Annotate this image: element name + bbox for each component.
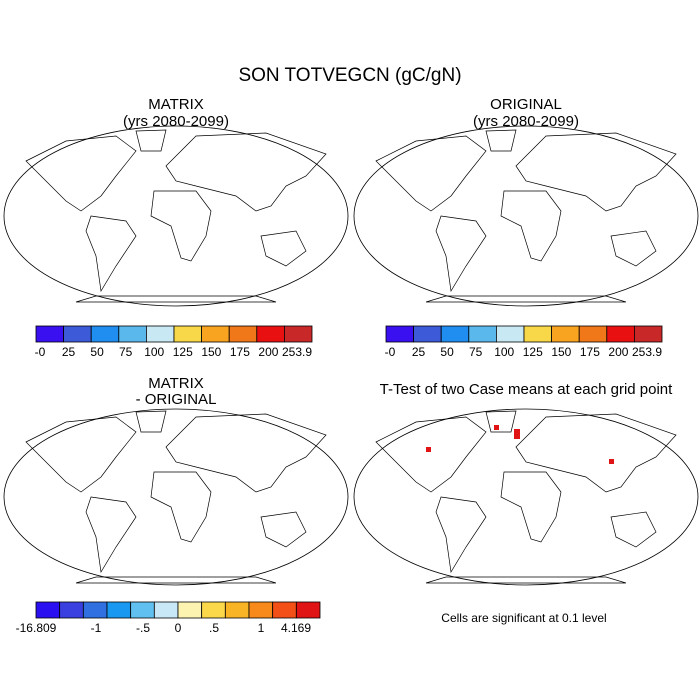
map (351, 121, 700, 311)
colorbar-box (468, 325, 497, 343)
colorbar-label: 25 (412, 345, 426, 359)
colorbar-label: 125 (173, 345, 193, 359)
colorbar-label: -16.809 (16, 621, 57, 635)
colorbar-box (63, 325, 92, 343)
colorbar-label: 125 (523, 345, 543, 359)
colorbar-box (224, 601, 250, 619)
colorbar-label: -0 (385, 345, 396, 359)
panel-title: (yrs 2080-2099) (473, 113, 579, 130)
colorbar-label: 25 (62, 345, 76, 359)
colorbar-label: 0 (175, 621, 182, 635)
panel-title: ORIGINAL (490, 96, 562, 113)
figure-title: SON TOTVEGCN (gC/gN) (238, 65, 461, 86)
colorbar-label: 50 (440, 345, 454, 359)
colorbar-box (606, 325, 635, 343)
colorbar-box (256, 325, 285, 343)
colorbar-label: 200 (608, 345, 628, 359)
colorbar-label: 50 (90, 345, 104, 359)
colorbar-label: 100 (144, 345, 164, 359)
panel-title: (yrs 2080-2099) (123, 113, 229, 130)
colorbar-box (35, 325, 65, 343)
colorbar-box (130, 601, 155, 619)
map (353, 408, 699, 586)
colorbar-box (153, 601, 179, 619)
colorbar-label: 75 (119, 345, 133, 359)
colorbar-label: 4.169 (281, 621, 311, 635)
colorbar-box (413, 325, 442, 343)
panel-title: - ORIGINAL (136, 391, 217, 408)
panel-title: MATRIX (148, 375, 204, 392)
colorbar-label: 150 (551, 345, 571, 359)
colorbar-box (283, 325, 313, 343)
colorbar-label: 200 (258, 345, 278, 359)
note: Cells are significant at 0.1 level (441, 611, 606, 625)
panel-title: T-Test of two Case means at each grid po… (380, 381, 673, 398)
colorbar-label: -0 (35, 345, 46, 359)
colorbar-label: 253.9 (282, 345, 312, 359)
colorbar-box (495, 325, 525, 343)
colorbar-box (201, 325, 230, 343)
colorbar-box (177, 601, 203, 619)
colorbar-box (578, 325, 608, 343)
colorbar-box (634, 325, 663, 343)
colorbar-box (201, 601, 226, 619)
colorbar-label: 150 (201, 345, 221, 359)
colorbar-box (35, 601, 61, 619)
colorbar-box (59, 601, 84, 619)
colorbar-label: .5 (209, 621, 219, 635)
colorbar-label: -.5 (136, 621, 150, 635)
colorbar-box (523, 325, 553, 343)
colorbar-label: 175 (580, 345, 600, 359)
map (1, 121, 351, 311)
panel-title: MATRIX (148, 96, 204, 113)
colorbar-box (228, 325, 258, 343)
colorbar-label: 1 (258, 621, 265, 635)
colorbar-label: 100 (494, 345, 514, 359)
colorbar-box (248, 601, 274, 619)
colorbar-box (551, 325, 580, 343)
colorbar-box (272, 601, 297, 619)
colorbar-box (118, 325, 147, 343)
colorbar-label: 175 (230, 345, 250, 359)
colorbar-label: 253.9 (632, 345, 662, 359)
colorbar-box (385, 325, 415, 343)
colorbar-box (106, 601, 132, 619)
map (1, 402, 351, 592)
colorbar-box (90, 325, 120, 343)
colorbar-label: -1 (91, 621, 102, 635)
colorbar-box (295, 601, 321, 619)
colorbar-box (440, 325, 470, 343)
colorbar-label: 75 (469, 345, 483, 359)
colorbar-box (82, 601, 108, 619)
colorbar-box (145, 325, 175, 343)
colorbar-box (173, 325, 203, 343)
